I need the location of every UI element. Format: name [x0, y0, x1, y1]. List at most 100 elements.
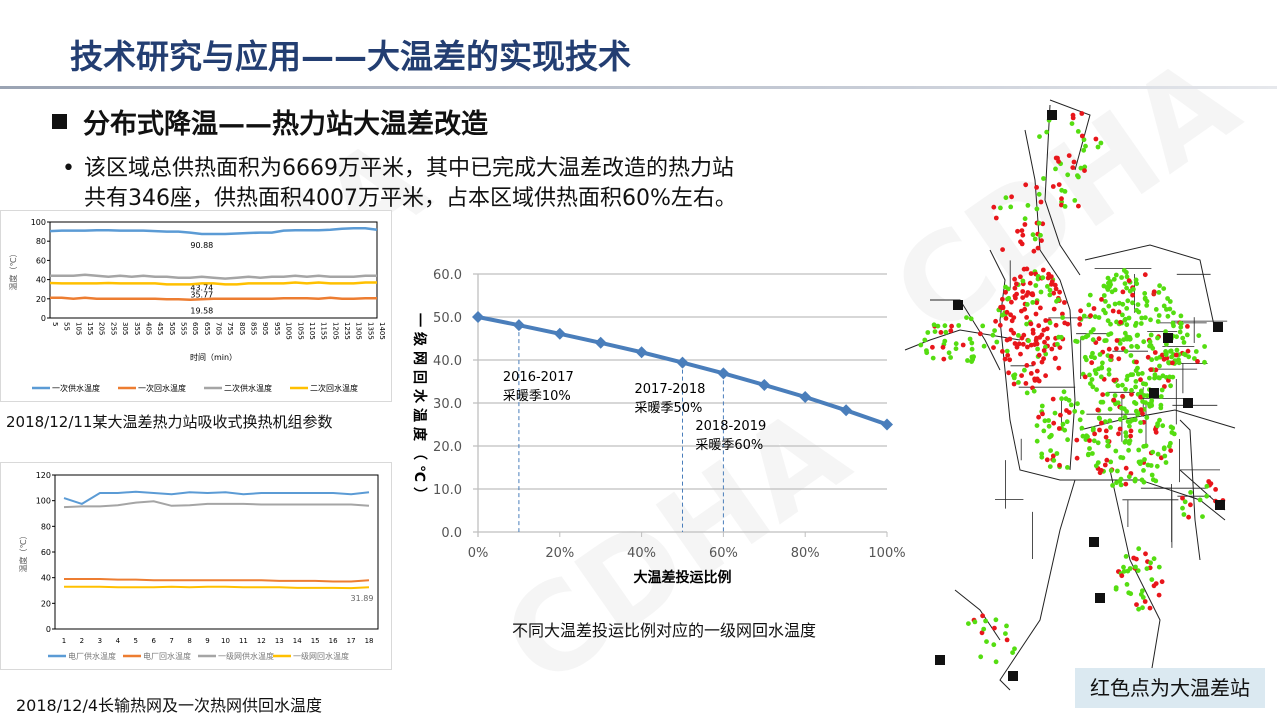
heat-station-dot	[965, 358, 970, 363]
heat-station-dot	[1193, 349, 1199, 354]
pipe-line	[1179, 419, 1201, 561]
heat-station-dot	[941, 356, 947, 362]
heat-station-dot	[1171, 310, 1176, 316]
heat-station-dot	[1140, 411, 1145, 416]
heat-station-dot	[1081, 137, 1087, 143]
heat-station-dot	[1116, 356, 1122, 362]
heat-station-dot	[993, 318, 998, 324]
heat-station-dot	[1080, 433, 1086, 439]
heat-station-dot	[1121, 564, 1126, 570]
heat-station-dot	[1036, 352, 1042, 358]
heat-station-dot	[1143, 551, 1148, 557]
heat-station-dot	[1024, 315, 1029, 320]
heat-station-dot	[1056, 334, 1061, 340]
heat-station-dot	[1138, 394, 1143, 400]
heat-station-dot	[1041, 176, 1046, 181]
heat-station-dot	[1149, 577, 1155, 582]
heat-station-dot	[1051, 290, 1057, 296]
heat-station-dot	[1121, 568, 1127, 574]
heat-station-dot	[1161, 286, 1167, 291]
heat-station-dot	[1107, 279, 1113, 284]
heat-station-dot	[1059, 396, 1064, 402]
heat-station-dot	[1105, 443, 1110, 449]
heat-station-dot	[1108, 459, 1114, 465]
heat-station-dot	[1016, 333, 1021, 338]
heat-station-dot	[1045, 275, 1051, 281]
heat-station-dot	[1136, 606, 1141, 612]
heat-station-dot	[1087, 372, 1092, 378]
heat-station-dot	[1161, 356, 1167, 362]
series-line	[64, 578, 370, 583]
heat-station-dot	[1093, 371, 1099, 376]
heat-station-dot	[1151, 289, 1157, 295]
heat-station-dot	[1096, 336, 1102, 342]
y-tick-label: 60	[41, 548, 51, 557]
x-tick-label: 405	[144, 322, 152, 335]
y-tick-label: 20.0	[433, 440, 462, 455]
heat-station-dot	[1155, 451, 1161, 457]
heat-station-dot	[1053, 322, 1059, 328]
heat-station-dot	[1037, 134, 1042, 139]
heat-station-dot	[992, 625, 997, 631]
heat-station-dot	[966, 621, 971, 626]
heat-station-dot	[1107, 418, 1113, 424]
x-tick-label: 655	[203, 322, 211, 335]
x-tick-label: 105	[74, 322, 82, 335]
heat-station-dot	[1136, 309, 1142, 315]
heat-station-dot	[1038, 232, 1043, 238]
heat-station-dot	[1034, 206, 1040, 212]
series-line	[63, 500, 370, 509]
heat-station-dot	[1103, 310, 1108, 316]
heat-station-dot	[1090, 427, 1096, 433]
heat-station-dot	[1020, 278, 1026, 284]
heat-station-dot	[1004, 637, 1010, 643]
heat-station-dot	[1032, 378, 1038, 383]
x-tick-label: 4	[116, 637, 121, 645]
heat-station-dot	[1079, 133, 1085, 139]
heat-station-dot	[1141, 444, 1147, 449]
heat-station-dot	[1003, 316, 1009, 321]
heat-station-dot	[1123, 433, 1129, 439]
heat-station-dot	[1156, 564, 1162, 570]
heat-station-dot	[943, 329, 949, 335]
heat-station-dot	[1094, 387, 1099, 392]
heat-station-dot	[1023, 381, 1029, 386]
heat-station-dot	[1188, 490, 1193, 495]
heat-station-dot	[1213, 487, 1218, 492]
x-tick-label: 255	[109, 322, 117, 335]
heat-station-dot	[1042, 339, 1047, 345]
heat-station-dot	[1079, 111, 1085, 116]
heat-station-dot	[1164, 307, 1169, 312]
heat-station-dot	[1148, 332, 1154, 338]
heat-station-dot	[946, 350, 952, 356]
heat-station-dot	[1079, 409, 1085, 415]
heat-station-dot	[1170, 360, 1175, 366]
heat-station-dot	[1065, 172, 1071, 178]
x-tick-label: 9	[205, 637, 209, 645]
heat-station-dot	[1150, 449, 1156, 455]
heat-station-dot	[1012, 276, 1017, 282]
heat-station-dot	[1030, 300, 1036, 305]
heat-station-dot	[1107, 284, 1112, 289]
data-label: 31.89	[351, 594, 374, 603]
heat-station-dot	[1009, 299, 1014, 305]
annotation-text: 2018-2019	[695, 419, 766, 434]
heat-station-dot	[1034, 185, 1039, 190]
heat-station-dot	[1123, 430, 1129, 436]
heat-source-icon	[1183, 398, 1193, 408]
heat-station-dot	[1028, 271, 1034, 276]
heat-station-dot	[1000, 296, 1005, 302]
heat-station-dot	[1036, 220, 1042, 226]
heat-station-dot	[1074, 437, 1080, 443]
heat-station-dot	[1105, 391, 1110, 397]
heat-station-dot	[1113, 448, 1119, 454]
heat-station-dot	[1133, 277, 1139, 283]
heat-station-dot	[1013, 295, 1018, 301]
heat-station-dot	[1040, 267, 1046, 273]
y-tick-label: 20	[41, 599, 51, 608]
heat-station-dot	[1160, 373, 1166, 379]
heat-station-dot	[1005, 296, 1010, 302]
heat-station-dot	[1033, 338, 1039, 343]
heat-station-dot	[1016, 341, 1022, 347]
data-point	[553, 327, 566, 340]
